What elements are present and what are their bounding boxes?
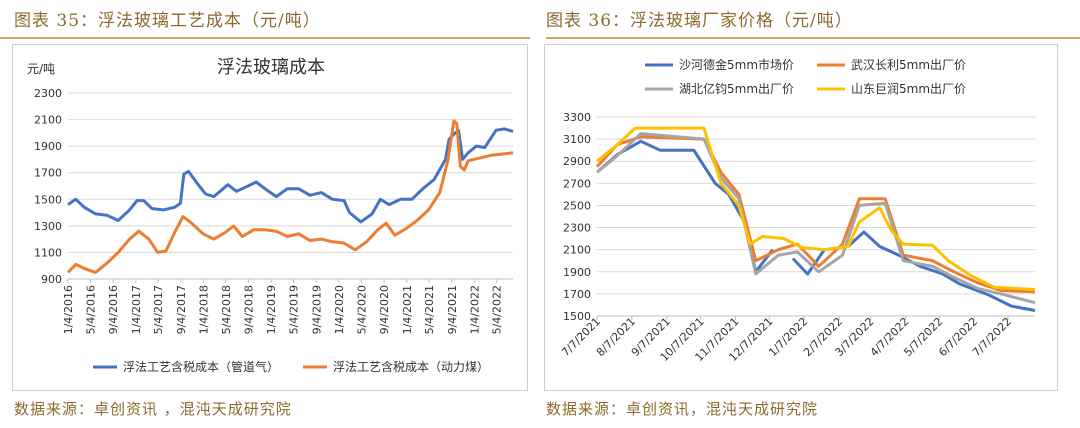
y-tick-label: 1700 xyxy=(563,288,591,301)
series-line-3 xyxy=(596,132,1036,305)
y-tick-label: 2100 xyxy=(34,114,62,127)
series-line-4 xyxy=(596,126,1036,291)
y-tick-label: 1100 xyxy=(34,246,62,259)
y-tick-label: 900 xyxy=(41,273,62,286)
left-figure-title: 图表 35：浮法玻璃工艺成本（元/吨） xyxy=(14,11,321,31)
legend-label: 浮法工艺含税成本（动力煤） xyxy=(333,359,489,374)
legend-label: 山东巨润5mm出厂价 xyxy=(851,82,966,96)
x-tick-label: 9/4/2017 xyxy=(175,285,188,334)
right-chart-svg: 1500 1700 1900 2100 2300 2500 2700 2900 3100 3300… xyxy=(559,57,1036,364)
x-tick-label: 5/4/2020 xyxy=(355,285,368,334)
right-title-rule xyxy=(546,37,1080,39)
x-tick-label: 1/4/2018 xyxy=(198,285,211,334)
y-tick-label: 1900 xyxy=(34,140,62,153)
x-tick-label: 1/4/2021 xyxy=(401,285,414,334)
legend-label: 武汉长利5mm出厂价 xyxy=(851,58,966,72)
y-tick-label: 1700 xyxy=(34,167,62,180)
x-tick-label: 9/4/2016 xyxy=(107,285,120,334)
right-figure-title: 图表 36：浮法玻璃厂家价格（元/吨） xyxy=(546,11,853,31)
x-tick-label: 9/4/2020 xyxy=(378,285,391,334)
y-tick-label: 1500 xyxy=(563,310,591,323)
x-tick-label: 5/4/2017 xyxy=(152,285,165,334)
x-tick-label: 9/4/2021 xyxy=(446,285,459,334)
right-source-note: 数据来源：卓创资讯，混沌天成研究院 xyxy=(546,400,819,418)
x-tick-label: 5/4/2021 xyxy=(423,285,436,334)
series-line-2 xyxy=(66,119,514,274)
y-tick-label: 2300 xyxy=(34,87,62,100)
y-tick-label: 1300 xyxy=(34,220,62,233)
x-tick-label: 1/4/2022 xyxy=(468,285,481,334)
y-tick-label: 2100 xyxy=(563,244,591,257)
chart-title: 浮法玻璃成本 xyxy=(217,57,325,78)
y-tick-label: 2500 xyxy=(563,199,591,212)
x-tick-label: 5/4/2022 xyxy=(491,285,504,334)
y-tick-label: 3100 xyxy=(563,133,591,146)
legend-label: 浮法工艺含税成本（管道气） xyxy=(123,359,279,374)
x-tick-label: 5/4/2018 xyxy=(220,285,233,334)
left-title-rule xyxy=(0,37,530,39)
x-tick-label: 5/4/2016 xyxy=(84,285,97,334)
left-chart-svg: 浮法玻璃成本 元/吨 900 1100 1300 1500 1700 1900 2100 2300… xyxy=(27,57,514,374)
legend-label: 沙河德金5mm市场价 xyxy=(679,57,794,72)
x-tick-label: 1/4/2016 xyxy=(62,285,75,334)
x-tick-label: 9/4/2018 xyxy=(243,285,256,334)
y-tick-label: 3300 xyxy=(563,111,591,124)
x-tick-label: 5/4/2019 xyxy=(287,285,300,334)
y-tick-label: 1900 xyxy=(563,266,591,279)
x-tick-label: 9/4/2019 xyxy=(310,285,323,334)
x-tick-label: 1/4/2019 xyxy=(265,285,278,334)
y-axis-unit-label: 元/吨 xyxy=(27,62,55,76)
y-tick-label: 2900 xyxy=(563,155,591,168)
y-tick-label: 2700 xyxy=(563,177,591,190)
left-chart-panel: 浮法玻璃成本 元/吨 900 1100 1300 1500 1700 1900 2100 2300… xyxy=(12,44,528,391)
series-line-1 xyxy=(67,127,514,224)
legend-label: 湖北亿钧5mm出厂价 xyxy=(679,81,794,96)
right-chart-panel: 1500 1700 1900 2100 2300 2500 2700 2900 3100 3300… xyxy=(544,44,1058,391)
y-tick-label: 2300 xyxy=(563,222,591,235)
left-source-note: 数据来源：卓创资讯 ，混沌天成研究院 xyxy=(14,400,292,418)
x-tick-label: 1/4/2017 xyxy=(130,285,143,334)
y-tick-label: 1500 xyxy=(34,193,62,206)
x-tick-label: 1/4/2020 xyxy=(333,285,346,334)
